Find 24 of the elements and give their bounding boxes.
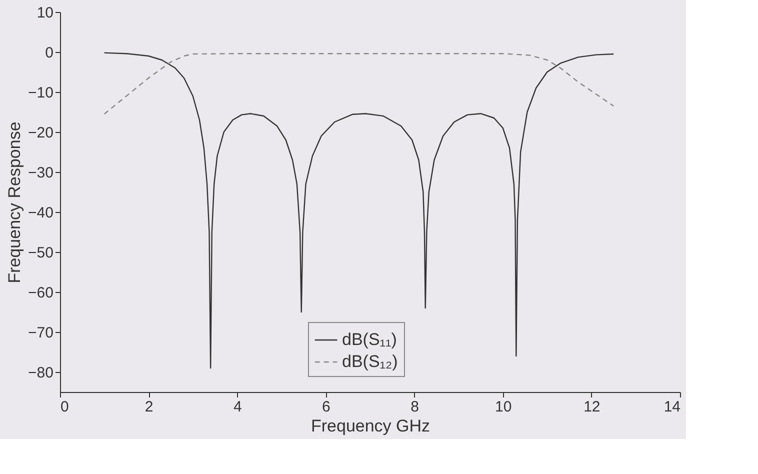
x-tick-label: 12 (584, 398, 600, 416)
x-tick-label: 14 (664, 398, 680, 416)
line-series (104, 52, 614, 369)
y-tick-label: −10 (28, 84, 54, 102)
y-tick-label: −40 (28, 204, 54, 222)
line-series (104, 53, 614, 115)
y-tick-label: 0 (45, 44, 54, 62)
x-tick-label: 4 (233, 398, 242, 416)
x-tick-label: 2 (144, 398, 154, 416)
x-tick-label: 6 (322, 398, 330, 416)
x-axis-title: Frequency GHz (310, 416, 430, 436)
y-tick-label: −60 (28, 284, 54, 302)
y-tick-label: −50 (28, 244, 54, 262)
y-axis-title: Frequency Response (5, 122, 24, 284)
x-tick-label: 10 (495, 398, 512, 416)
x-tick-label: 0 (60, 398, 69, 416)
y-tick-label: −20 (28, 124, 54, 142)
legend-label: dB(S₁₁) (342, 330, 397, 349)
y-tick-label: −30 (28, 164, 54, 182)
legend-label: dB(S₁₂) (342, 352, 398, 371)
y-tick-label: 10 (36, 4, 54, 22)
x-tick-label: 8 (410, 398, 419, 416)
y-tick-label: −70 (28, 324, 54, 342)
y-tick-label: −80 (28, 364, 54, 382)
